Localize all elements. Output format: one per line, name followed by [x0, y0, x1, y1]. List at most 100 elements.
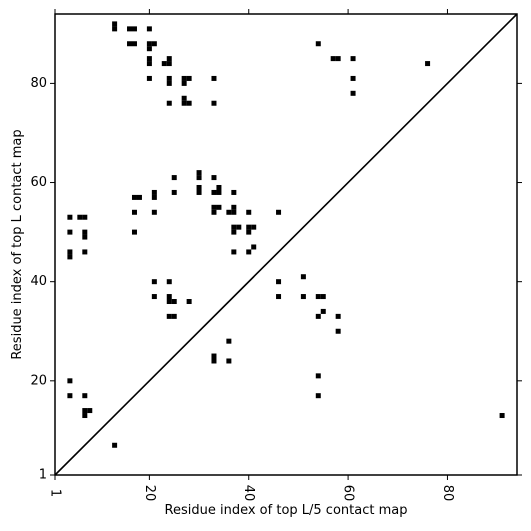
contact-point [166, 100, 172, 106]
contact-point [146, 26, 152, 32]
contact-point [127, 41, 133, 47]
contact-point [181, 95, 187, 101]
contact-point [211, 175, 217, 181]
contact-point [151, 209, 157, 215]
contact-point [350, 90, 356, 96]
contact-point [276, 294, 282, 300]
contact-point [151, 189, 157, 195]
contact-point [131, 41, 137, 47]
contact-point [186, 299, 192, 305]
contact-point [231, 229, 237, 235]
contact-point [425, 61, 431, 67]
contact-point [196, 189, 202, 195]
y-tick-label: 60 [30, 175, 47, 190]
contact-point [231, 209, 237, 215]
contact-point [226, 209, 232, 215]
contact-point [196, 175, 202, 181]
contact-point [82, 393, 88, 399]
contact-point [112, 26, 118, 32]
contact-point [151, 279, 157, 285]
contact-point [181, 75, 187, 81]
contact-point [67, 254, 73, 260]
contact-point [186, 75, 192, 81]
contact-point [171, 299, 177, 305]
contact-point [231, 249, 237, 255]
contact-point [166, 313, 172, 319]
contact-point [315, 373, 321, 379]
contact-point [350, 75, 356, 81]
contact-point [146, 41, 152, 47]
contact-point [315, 313, 321, 319]
contact-point [216, 204, 222, 210]
y-tick-label: 80 [30, 76, 47, 91]
contact-point [315, 41, 321, 47]
ticks-layer: 1 20 40 60 80 1 20 40 60 80 [30, 9, 522, 501]
contact-point [166, 299, 172, 305]
contact-point [67, 214, 73, 220]
contact-point [166, 61, 172, 67]
contact-point [276, 279, 282, 285]
contact-point [251, 224, 257, 230]
contact-point [151, 41, 157, 47]
contact-point [335, 56, 341, 62]
contact-point [112, 21, 118, 27]
contact-point [211, 353, 217, 359]
contact-point [276, 209, 282, 215]
contact-point [82, 229, 88, 235]
contact-point [300, 274, 306, 280]
contact-point [186, 100, 192, 106]
contact-point [315, 393, 321, 399]
contact-point [87, 408, 93, 414]
contact-point [216, 184, 222, 190]
contact-point [131, 26, 137, 32]
contact-point [211, 189, 217, 195]
contact-point [226, 338, 232, 344]
contact-point [211, 358, 217, 364]
x-tick-label: 80 [440, 485, 455, 502]
x-axis-title: Residue index of top L/5 contact map [165, 503, 408, 518]
contact-point [211, 204, 217, 210]
contact-point [320, 308, 326, 314]
contact-point [335, 328, 341, 334]
contact-point [146, 46, 152, 52]
y-tick-label: 40 [30, 274, 47, 289]
contact-point [136, 194, 142, 200]
contact-point [67, 378, 73, 384]
contact-point [131, 229, 137, 235]
contact-point [300, 294, 306, 300]
contact-point [166, 80, 172, 86]
contact-point [226, 358, 232, 364]
x-tick-label: 20 [142, 485, 157, 502]
y-tick-label: 20 [30, 373, 47, 388]
contact-point [131, 209, 137, 215]
contact-point [211, 75, 217, 81]
contact-point [196, 170, 202, 176]
contact-point [231, 189, 237, 195]
contact-point [171, 313, 177, 319]
contact-point [246, 229, 252, 235]
contact-point [77, 214, 83, 220]
x-tick-label: 1 [48, 489, 63, 497]
contact-point [330, 56, 336, 62]
contact-point [112, 442, 118, 448]
diagonal-line [54, 13, 518, 476]
contact-point [131, 194, 137, 200]
contact-point [151, 194, 157, 200]
contact-point [499, 413, 505, 419]
contact-point [236, 224, 242, 230]
contact-point [216, 189, 222, 195]
contact-point [166, 75, 172, 81]
contact-point [67, 229, 73, 235]
contact-point [251, 244, 257, 250]
contact-point [246, 224, 252, 230]
plot-frame [54, 13, 518, 476]
contact-point [181, 100, 187, 106]
contact-point [211, 100, 217, 106]
contact-point [171, 175, 177, 181]
contact-point [196, 184, 202, 190]
contact-point [166, 294, 172, 300]
contact-point [335, 313, 341, 319]
contact-point [315, 294, 321, 300]
points-layer [67, 21, 505, 448]
